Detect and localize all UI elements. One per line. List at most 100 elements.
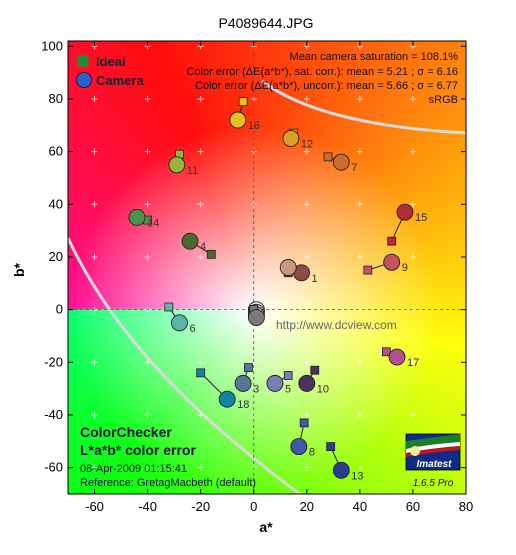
grid-plus xyxy=(409,359,416,366)
grid-plus xyxy=(91,95,98,102)
grid-plus xyxy=(409,148,416,155)
grid-plus xyxy=(409,201,416,208)
camera-circle xyxy=(229,111,247,129)
footer-title-2: L*a*b* color error xyxy=(80,442,196,458)
gamut-boundary-upper xyxy=(261,79,466,135)
grid-plus xyxy=(197,411,204,418)
patch-label: 1 xyxy=(311,273,317,285)
camera-circle xyxy=(266,374,284,392)
grid-plus xyxy=(91,359,98,366)
imatest-logo: Imatest 1.6.5 Pro xyxy=(405,433,461,489)
y-tick-label: -20 xyxy=(44,354,63,369)
watermark-url: http://www.dcview.com xyxy=(276,318,397,332)
grid-plus xyxy=(144,95,151,102)
x-tick-label: 60 xyxy=(406,499,420,514)
grid-plus xyxy=(303,464,310,471)
stat-error-uncorrected: Color error (ΔE(a*b*), uncorr.): mean = … xyxy=(195,80,458,92)
footer-date: 08-Apr-2009 01:15:41 xyxy=(80,463,187,475)
ideal-square xyxy=(310,365,320,375)
camera-circle xyxy=(388,348,406,366)
grid-plus xyxy=(356,148,363,155)
x-tick-label: -60 xyxy=(85,499,104,514)
ideal-square xyxy=(299,418,309,428)
ideal-square xyxy=(326,442,336,451)
grid-plus xyxy=(91,253,98,260)
patch-label: 13 xyxy=(351,470,363,482)
y-tick-label: 0 xyxy=(56,302,63,317)
ideal-square xyxy=(206,249,216,259)
logo-version: 1.6.5 Pro xyxy=(413,478,454,489)
camera-circle xyxy=(332,153,350,171)
patch-label: 10 xyxy=(317,383,329,395)
ideal-square xyxy=(238,97,248,106)
ideal-square xyxy=(196,368,206,378)
ideal-square xyxy=(387,236,397,246)
plot-frame xyxy=(67,40,467,495)
ideal-square xyxy=(244,363,253,372)
y-tick-label: -40 xyxy=(44,407,63,422)
grid-plus xyxy=(303,359,310,366)
patch-label: 14 xyxy=(147,217,159,229)
x-tick-label: 0 xyxy=(250,499,257,514)
y-tick-label: 100 xyxy=(41,38,63,53)
ideal-square xyxy=(283,371,293,380)
patch-label: 3 xyxy=(253,383,259,395)
camera-circle xyxy=(168,156,186,174)
y-tick-label: 40 xyxy=(49,196,63,211)
grid-plus xyxy=(409,95,416,102)
ideal-square xyxy=(363,265,373,275)
logo-text: Imatest xyxy=(416,459,452,470)
stats-box: Mean camera saturation = 108.1% Color er… xyxy=(186,51,458,106)
camera-circle xyxy=(234,374,252,392)
camera-circle xyxy=(298,374,316,392)
grid-plus xyxy=(356,411,363,418)
grid-plus xyxy=(197,253,204,260)
patch-label: 6 xyxy=(189,323,195,335)
grid-plus xyxy=(356,464,363,471)
patch-label: 11 xyxy=(187,165,198,177)
grid-plus xyxy=(91,411,98,418)
x-axis-label: a* xyxy=(259,519,273,535)
camera-circle xyxy=(383,253,401,271)
chart-title: P4089644.JPG xyxy=(219,15,314,31)
camera-circle xyxy=(396,203,414,221)
camera-circle xyxy=(332,461,350,479)
patch-label: 15 xyxy=(415,212,427,224)
patch-label: 7 xyxy=(351,162,357,174)
legend-ideal-marker xyxy=(77,55,89,67)
gamut-background xyxy=(68,41,466,494)
legend-ideal-label: Ideal xyxy=(96,54,126,69)
x-tick-label: 20 xyxy=(300,499,314,514)
grid-plus xyxy=(356,201,363,208)
grid-plus xyxy=(303,253,310,260)
grid-plus xyxy=(144,359,151,366)
y-tick-label: -60 xyxy=(44,460,63,475)
grid-plus xyxy=(197,201,204,208)
grid-plus xyxy=(144,411,151,418)
x-tick-label: -20 xyxy=(191,499,210,514)
x-tick-label: 80 xyxy=(459,499,473,514)
patch-label: 16 xyxy=(248,120,260,132)
grid-plus xyxy=(409,253,416,260)
grid-plus xyxy=(197,464,204,471)
camera-circle xyxy=(247,309,265,326)
grid-plus xyxy=(303,148,310,155)
camera-circle xyxy=(181,232,199,250)
ideal-square xyxy=(164,302,174,312)
legend-camera-marker xyxy=(76,72,92,88)
grid-plus xyxy=(303,201,310,208)
grid-plus xyxy=(144,201,151,208)
grid-plus xyxy=(356,95,363,102)
ideal-square xyxy=(323,152,333,162)
x-tick-label: 40 xyxy=(353,499,367,514)
footer-reference: Reference: GretagMacbeth (default) xyxy=(80,477,256,489)
patch-label: 12 xyxy=(301,138,313,150)
grid-plus xyxy=(197,359,204,366)
stat-colorspace: sRGB xyxy=(429,94,458,106)
y-axis-label: b* xyxy=(11,262,27,277)
camera-circle xyxy=(128,209,146,226)
grid-plus xyxy=(356,253,363,260)
grid-plus xyxy=(144,464,151,471)
